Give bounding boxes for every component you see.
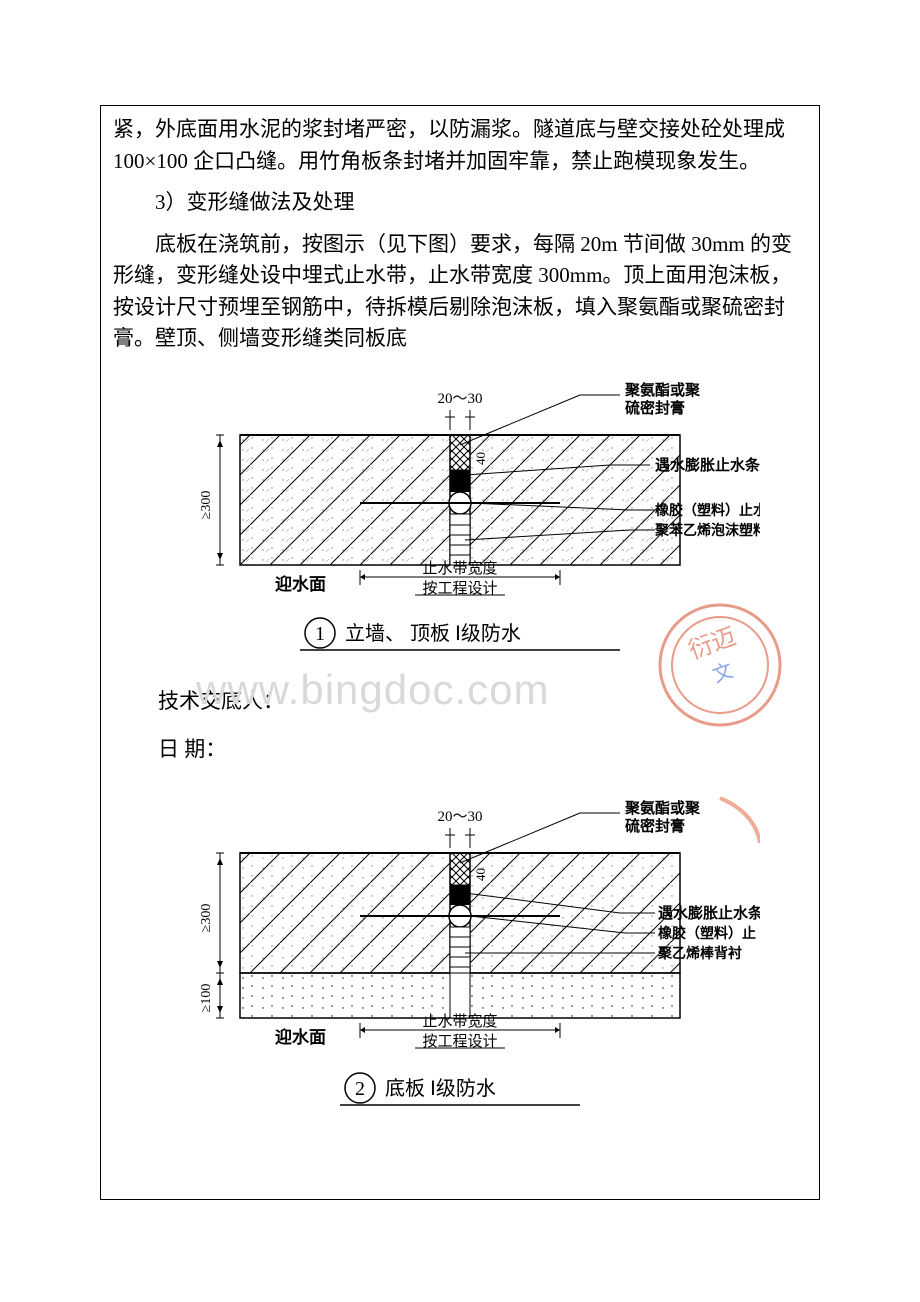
paragraph-continued: 紧，外底面用水泥的浆封堵严密，以防漏浆。隧道底与壁交接处砼处理成100×100 … <box>113 114 807 177</box>
callout2-3: 橡胶（塑料）止 <box>658 925 756 942</box>
title-num-2: 2 <box>355 1078 365 1100</box>
callout-2: 遇水膨胀止水条 <box>655 456 760 474</box>
callout2-4: 聚乙烯棒背衬 <box>657 945 742 962</box>
water-face-label: 迎水面 <box>275 574 326 594</box>
by-design: 按工程设计 <box>422 580 497 597</box>
title-num: 1 <box>315 623 325 645</box>
callout2-1a: 聚氨酯或聚 <box>624 799 701 817</box>
dim-100: ≥100 <box>199 983 214 1012</box>
dim-300-2: ≥300 <box>199 903 214 932</box>
diagram-2: 20～30 ≥300 ≥100 40 迎水面 止水带宽度 按工程设计 <box>160 793 760 1123</box>
dim-300: ≥300 <box>199 490 214 519</box>
diagram-1: 20～30 ≥300 40 迎水面 止水带宽度 按工程设计 聚氨酯 <box>160 375 760 665</box>
callout-3: 橡胶（塑料）止水带 <box>655 502 760 519</box>
gap-label-2: 20～30 <box>437 809 482 825</box>
water-face-2: 迎水面 <box>275 1027 326 1047</box>
gap-label: 20～30 <box>437 391 482 407</box>
callout-4: 聚苯乙烯泡沫塑料板 <box>654 522 760 539</box>
heading-3: 3）变形缝做法及处理 <box>113 187 807 219</box>
strip-width-2: 止水带宽度 <box>422 1013 497 1030</box>
title-text-2: 底板 Ⅰ级防水 <box>385 1077 496 1100</box>
callout-1a: 聚氨酯或聚 <box>624 381 701 399</box>
callout2-1b: 硫密封膏 <box>625 817 685 835</box>
dim-40: 40 <box>473 452 488 465</box>
paragraph-2: 底板在浇筑前，按图示（见下图）要求，每隔 20m 节间做 30mm 的变形缝，变… <box>113 229 807 355</box>
date-label: 日 期： <box>158 733 807 763</box>
dim-40-2: 40 <box>473 868 488 881</box>
strip-width: 止水带宽度 <box>422 560 497 577</box>
page-frame: 紧，外底面用水泥的浆封堵严密，以防漏浆。隧道底与壁交接处砼处理成100×100 … <box>100 105 820 1200</box>
title-text: 立墙、 顶板 Ⅰ级防水 <box>345 622 521 645</box>
by-design-2: 按工程设计 <box>422 1033 497 1050</box>
callout-1b: 硫密封膏 <box>625 399 685 417</box>
signer-label: 技术交底人： <box>158 685 807 715</box>
callout2-2: 遇水膨胀止水条 <box>658 904 760 922</box>
